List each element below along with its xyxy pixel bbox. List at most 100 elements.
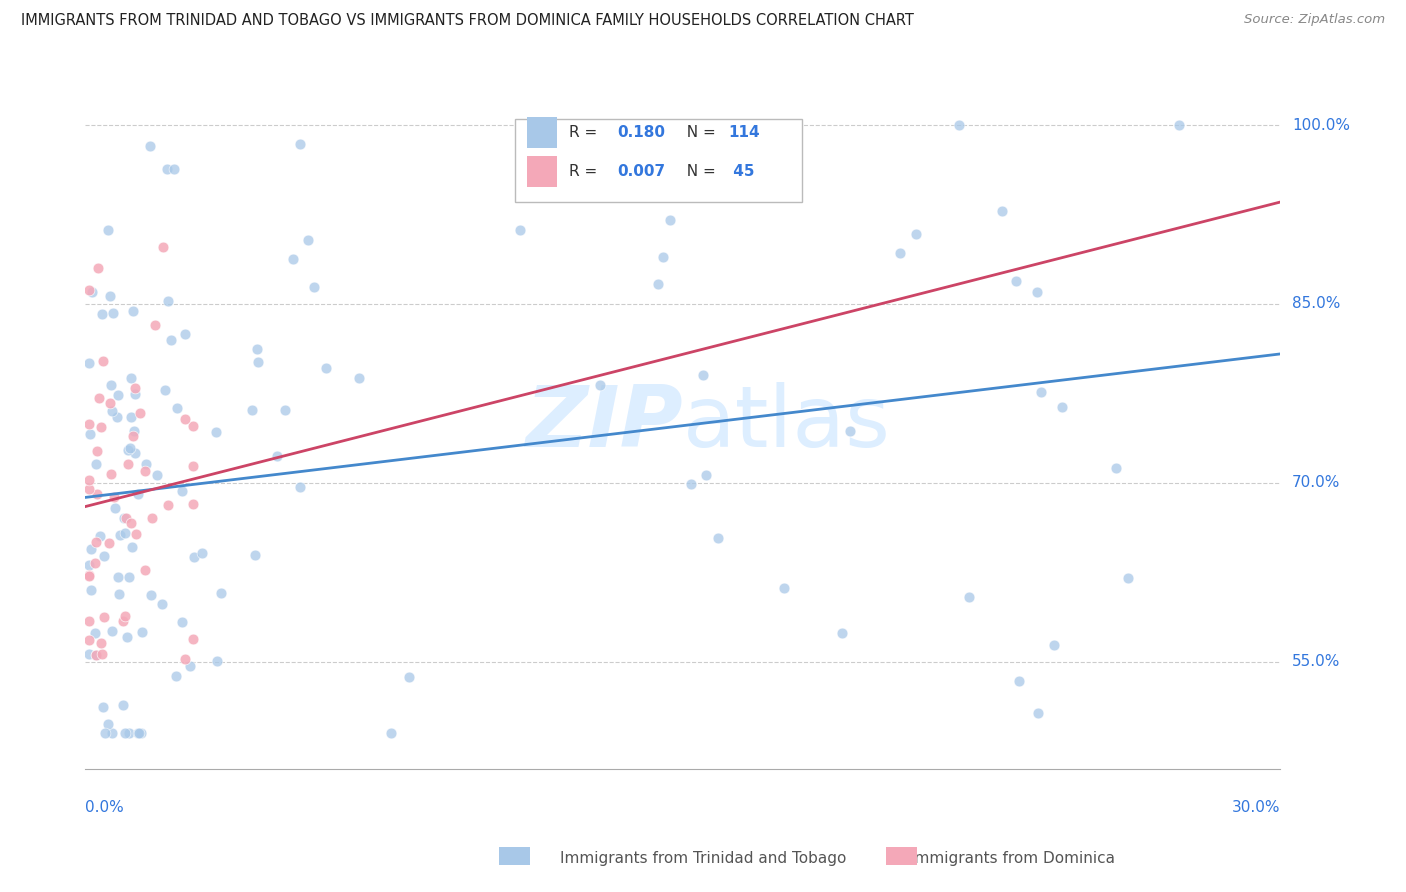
Point xyxy=(90,636,112,650)
Point xyxy=(127,487,149,501)
Point xyxy=(240,403,263,417)
Point xyxy=(86,487,108,501)
Point xyxy=(93,549,115,563)
Point xyxy=(838,424,860,438)
Point xyxy=(509,223,531,237)
Point xyxy=(380,726,402,740)
Point xyxy=(120,516,142,530)
Point xyxy=(93,609,115,624)
Text: IMMIGRANTS FROM TRINIDAD AND TOBAGO VS IMMIGRANTS FROM DOMINICA FAMILY HOUSEHOLD: IMMIGRANTS FROM TRINIDAD AND TOBAGO VS I… xyxy=(21,13,914,29)
Text: R =: R = xyxy=(569,125,602,140)
Point xyxy=(90,307,112,321)
Point xyxy=(831,626,853,640)
Point xyxy=(209,586,232,600)
Point xyxy=(101,404,124,418)
Point xyxy=(98,536,121,550)
Point xyxy=(115,630,138,644)
Point xyxy=(172,615,194,629)
Point xyxy=(179,659,201,673)
Point xyxy=(139,588,162,602)
Point xyxy=(79,283,101,297)
Point xyxy=(772,581,794,595)
Point xyxy=(120,370,142,384)
Point xyxy=(79,614,101,628)
Point xyxy=(134,464,156,478)
Point xyxy=(181,497,204,511)
Point xyxy=(959,590,981,604)
Point xyxy=(754,161,776,176)
Point xyxy=(121,540,143,554)
Point xyxy=(183,549,205,564)
Point xyxy=(79,473,101,487)
Point xyxy=(1105,461,1128,475)
Point xyxy=(1026,706,1049,721)
Point xyxy=(122,304,145,318)
Point xyxy=(79,357,101,371)
Point xyxy=(103,491,125,505)
Point xyxy=(302,279,325,293)
Point xyxy=(117,442,139,457)
Point xyxy=(84,648,107,662)
Point xyxy=(135,457,157,471)
Text: 0.007: 0.007 xyxy=(617,164,665,179)
Point xyxy=(1031,384,1053,399)
Point xyxy=(141,511,163,525)
Point xyxy=(174,412,197,426)
Point xyxy=(105,410,128,425)
Point xyxy=(117,457,139,471)
Text: N =: N = xyxy=(676,164,720,179)
Point xyxy=(163,161,186,176)
Point xyxy=(114,726,136,740)
Bar xyxy=(527,117,557,148)
Point xyxy=(98,289,121,303)
Point xyxy=(266,449,288,463)
Point xyxy=(79,568,101,582)
Point xyxy=(79,648,101,662)
Point xyxy=(91,353,114,368)
Point xyxy=(191,546,214,560)
Point xyxy=(118,441,141,455)
Point xyxy=(112,510,135,524)
Text: 30.0%: 30.0% xyxy=(1232,799,1279,814)
Text: 114: 114 xyxy=(728,125,759,140)
Point xyxy=(589,378,612,392)
Point xyxy=(138,139,160,153)
Text: R =: R = xyxy=(569,164,602,179)
Point xyxy=(84,457,107,471)
Point xyxy=(101,726,124,740)
Point xyxy=(120,410,142,425)
Point xyxy=(91,647,114,661)
Point xyxy=(707,532,730,546)
Point xyxy=(129,726,152,740)
Point xyxy=(659,212,682,227)
Point xyxy=(652,250,675,264)
Point xyxy=(87,261,110,276)
Point xyxy=(104,500,127,515)
Point xyxy=(695,468,717,483)
Point xyxy=(1008,673,1031,688)
Point xyxy=(80,542,103,557)
Point xyxy=(1050,401,1073,415)
Point xyxy=(1042,638,1064,652)
Text: 55.0%: 55.0% xyxy=(1292,654,1340,669)
Point xyxy=(128,726,150,740)
Point xyxy=(398,670,420,684)
Point xyxy=(84,625,107,640)
Point xyxy=(207,654,229,668)
Point xyxy=(89,391,111,405)
Point xyxy=(315,360,337,375)
Point xyxy=(156,162,179,177)
Point xyxy=(173,327,195,342)
Point xyxy=(1026,285,1049,300)
Point xyxy=(79,558,101,572)
Point xyxy=(98,396,121,410)
Point xyxy=(79,427,101,442)
Point xyxy=(181,419,204,434)
Text: 70.0%: 70.0% xyxy=(1292,475,1340,491)
Text: 0.180: 0.180 xyxy=(617,125,665,140)
Point xyxy=(100,467,122,482)
Text: Source: ZipAtlas.com: Source: ZipAtlas.com xyxy=(1244,13,1385,27)
Point xyxy=(288,481,311,495)
Point xyxy=(246,342,269,356)
Point xyxy=(1116,571,1139,585)
